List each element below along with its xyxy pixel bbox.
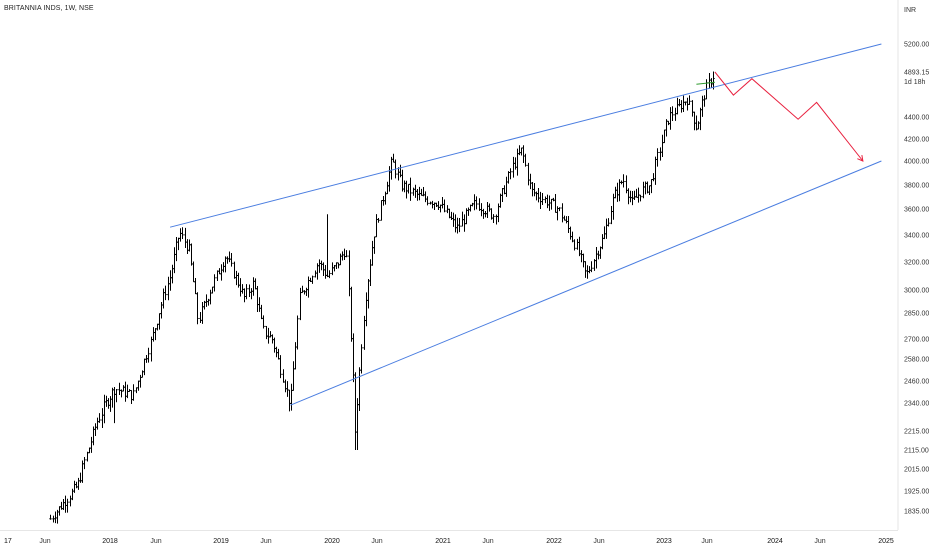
channel-lower-line xyxy=(290,160,882,406)
x-tick-label: Jun xyxy=(593,538,604,545)
y-tick-label: 3800.00 xyxy=(904,183,929,190)
x-tick-label: 2018 xyxy=(102,538,118,545)
x-tick-label: 2019 xyxy=(213,538,229,545)
chart-title: BRITANNIA INDS, 1W, NSE xyxy=(4,5,94,12)
y-tick-label: 4200.00 xyxy=(904,137,929,144)
y-tick-label: 2340.00 xyxy=(904,401,929,408)
y-tick-label: 4893.15 xyxy=(904,70,929,77)
y-tick-label: 3400.00 xyxy=(904,233,929,240)
y-tick-label: 1835.00 xyxy=(904,509,929,516)
x-tick-label: Jun xyxy=(371,538,382,545)
y-tick-label: 2015.00 xyxy=(904,467,929,474)
y-tick-label: 4400.00 xyxy=(904,115,929,122)
countdown-label: 1d 18h xyxy=(904,79,926,86)
currency-label: INR xyxy=(904,7,916,14)
x-tick-label: Jun xyxy=(39,538,50,545)
y-tick-label: 2850.00 xyxy=(904,311,929,318)
y-tick-label: 1925.00 xyxy=(904,489,929,496)
channel-upper-line xyxy=(169,43,882,228)
x-tick-label: Jun xyxy=(482,538,493,545)
x-tick-label: Jun xyxy=(260,538,271,545)
y-tick-label: 4000.00 xyxy=(904,159,929,166)
resistance-line xyxy=(696,81,715,85)
x-tick-label: 2021 xyxy=(435,538,451,545)
projection-arrowhead xyxy=(857,155,864,162)
x-tick-label: 2025 xyxy=(878,538,894,545)
y-tick-label: 2460.00 xyxy=(904,379,929,386)
x-tick-label: 2020 xyxy=(324,538,340,545)
y-tick-label: 2215.00 xyxy=(904,429,929,436)
x-tick-label: 2024 xyxy=(767,538,783,545)
projection-path xyxy=(714,71,864,162)
x-tick-label: Jun xyxy=(814,538,825,545)
y-tick-label: 3000.00 xyxy=(904,288,929,295)
x-tick-label: 2022 xyxy=(546,538,562,545)
x-tick-label: Jun xyxy=(701,538,712,545)
y-tick-label: 2580.00 xyxy=(904,357,929,364)
y-tick-label: 5200.00 xyxy=(904,42,929,49)
y-tick-label: 3600.00 xyxy=(904,207,929,214)
x-tick-label: 17 xyxy=(4,538,12,545)
y-tick-label: 2700.00 xyxy=(904,337,929,344)
x-tick-label: 2023 xyxy=(656,538,672,545)
x-tick-label: Jun xyxy=(150,538,161,545)
y-tick-label: 3200.00 xyxy=(904,260,929,267)
y-tick-label: 2115.00 xyxy=(904,448,929,455)
